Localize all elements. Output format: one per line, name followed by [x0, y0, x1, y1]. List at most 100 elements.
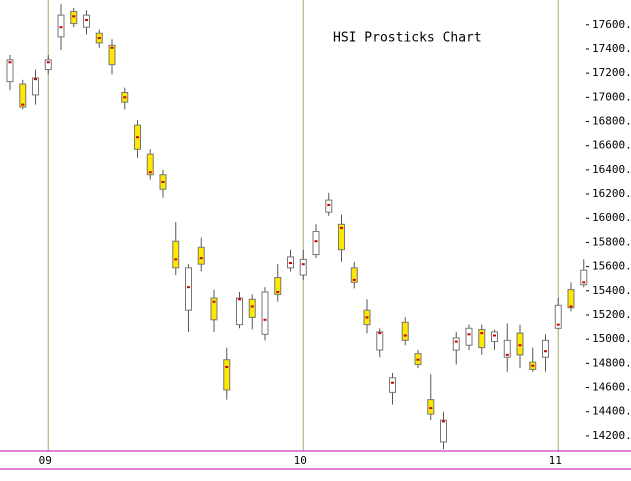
candle-body: [197, 246, 205, 265]
candle-body: [452, 337, 460, 351]
y-tick-label: 17200.: [592, 66, 631, 79]
candle-body: [491, 331, 498, 343]
candle-dot: [123, 96, 127, 99]
candle-dot: [493, 334, 496, 337]
candle-body: [580, 269, 588, 286]
candle-dot: [454, 340, 458, 343]
candle-body: [19, 83, 27, 108]
candle-dot: [85, 18, 88, 21]
y-tick-label: 14200.: [592, 429, 631, 442]
candle-body: [516, 332, 524, 356]
candle-dot: [97, 37, 101, 40]
candle-dot: [212, 300, 216, 303]
candle-dot: [8, 61, 12, 64]
candle-dot: [416, 358, 420, 361]
candle-body: [6, 59, 14, 83]
candle-body: [325, 199, 333, 213]
candle-dot: [110, 46, 114, 49]
y-tick-label: 16800.: [592, 115, 631, 128]
candle-body: [338, 223, 345, 251]
candle-dot: [250, 305, 254, 308]
candle-body: [350, 267, 358, 283]
candle-body: [465, 327, 473, 346]
candle-dot: [442, 420, 445, 423]
y-tick-label: 17000.: [592, 90, 631, 103]
candle-dot: [289, 261, 292, 264]
y-tick-label: 15800.: [592, 235, 631, 248]
candle-dot: [365, 316, 369, 319]
chart-title: HSI Prosticks Chart: [333, 31, 482, 46]
candle-body: [236, 297, 243, 326]
y-tick-label: 14800.: [592, 356, 631, 369]
candle-body: [223, 359, 231, 391]
y-tick-label: 14600.: [592, 381, 631, 394]
candle-dot: [391, 381, 394, 384]
y-tick-label: 14400.: [592, 405, 631, 418]
candle-dot: [301, 263, 305, 266]
candle-body: [299, 258, 307, 276]
candle-body: [248, 298, 256, 318]
y-tick-label: 16000.: [592, 211, 631, 224]
candle-dot: [187, 286, 190, 289]
candle-dot: [480, 332, 484, 335]
candle-body: [401, 321, 409, 341]
candle-dot: [544, 350, 547, 353]
candle-body: [32, 77, 39, 96]
candle-dot: [263, 318, 267, 321]
candle-dot: [467, 333, 471, 336]
candle-dot: [238, 298, 241, 301]
candle-dot: [340, 226, 343, 229]
candle-dot: [378, 332, 382, 335]
candle-dot: [34, 78, 37, 81]
candle-dot: [505, 353, 509, 356]
candle-dot: [352, 278, 356, 281]
candle-dot: [276, 291, 280, 294]
candle-dot: [46, 61, 50, 64]
candle-body: [389, 377, 396, 393]
x-tick-label: 10: [294, 454, 307, 467]
candle-dot: [531, 364, 535, 367]
candle-body: [146, 153, 154, 176]
candle-body: [70, 10, 78, 25]
candle-body: [542, 339, 549, 358]
candle-body: [83, 14, 90, 28]
candle-body: [108, 44, 116, 66]
y-tick-label: 17600.: [592, 18, 631, 31]
candle-dot: [403, 334, 407, 337]
y-tick-label: 16200.: [592, 187, 631, 200]
candle-dot: [59, 26, 63, 29]
x-tick-label: 11: [549, 454, 562, 467]
candle-dot: [518, 344, 522, 347]
y-tick-label: 15000.: [592, 332, 631, 345]
y-tick-label: 16600.: [592, 139, 631, 152]
candle-dot: [148, 171, 152, 174]
candle-dot: [556, 323, 560, 326]
candle-body: [376, 331, 384, 351]
candle-body: [312, 231, 320, 256]
candle-dot: [21, 103, 25, 106]
candle-body: [185, 267, 192, 311]
y-tick-label: 15400.: [592, 284, 631, 297]
candle-body: [440, 419, 447, 443]
candle-body: [210, 297, 218, 321]
candle-dot: [327, 203, 331, 206]
candle-body: [427, 399, 435, 415]
candle-body: [554, 304, 562, 329]
candle-body: [261, 291, 269, 335]
candle-body: [567, 289, 575, 309]
y-tick-label: 15600.: [592, 260, 631, 273]
candle-dot: [314, 240, 318, 243]
y-tick-label: 16400.: [592, 163, 631, 176]
candle-dot: [161, 180, 165, 183]
y-tick-label: 15200.: [592, 308, 631, 321]
candle-body: [44, 59, 52, 71]
candle-dot: [429, 407, 433, 410]
x-tick-label: 09: [39, 454, 52, 467]
candle-dot: [225, 365, 229, 368]
y-tick-label: 17400.: [592, 42, 631, 55]
candle-body: [57, 14, 65, 38]
candle-dot: [136, 136, 139, 139]
candle-dot: [569, 305, 573, 308]
candle-body: [503, 339, 511, 358]
